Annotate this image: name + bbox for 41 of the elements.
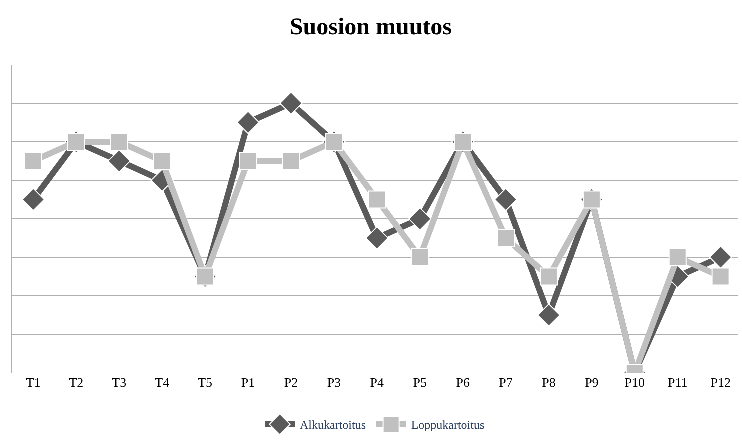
x-tick-label: P8: [542, 375, 556, 390]
x-tick-label: T2: [69, 375, 84, 390]
x-tick-label: T4: [155, 375, 170, 390]
point: [368, 190, 386, 209]
x-tick-label: T3: [112, 375, 127, 390]
point: [280, 92, 303, 116]
point: [712, 268, 730, 286]
x-tick-label: P2: [284, 375, 298, 390]
point: [67, 133, 86, 152]
point: [236, 111, 260, 134]
x-tick-label: P3: [327, 375, 342, 390]
x-tick-label: P7: [499, 375, 514, 390]
point: [366, 226, 389, 250]
legend-label: Alkukartoitus: [300, 418, 366, 432]
point: [22, 188, 46, 212]
x-tick-label: P10: [624, 375, 646, 390]
x-tick-label: P4: [370, 375, 385, 390]
point: [497, 229, 516, 248]
x-tick-label: P9: [585, 375, 599, 390]
legend-label: Loppukartoitus: [411, 418, 485, 432]
x-tick-label: P1: [241, 375, 256, 390]
point: [537, 304, 561, 327]
point: [108, 150, 131, 173]
x-tick-label: T1: [26, 375, 41, 390]
x-tick-label: T5: [198, 375, 213, 390]
point: [540, 268, 558, 286]
point: [494, 188, 518, 212]
chart-title: Suosion muutos: [290, 14, 452, 41]
point: [239, 152, 258, 170]
x-tick-label: P11: [668, 375, 688, 390]
point: [110, 133, 128, 152]
x-tick-label: P12: [710, 375, 731, 390]
point: [153, 152, 172, 170]
point: [411, 248, 430, 266]
point: [24, 152, 42, 170]
point: [282, 152, 300, 170]
x-tick-label: P5: [413, 375, 427, 390]
point: [668, 248, 687, 266]
x-tick-label: P6: [456, 375, 470, 390]
point: [709, 246, 732, 269]
point: [408, 208, 432, 231]
